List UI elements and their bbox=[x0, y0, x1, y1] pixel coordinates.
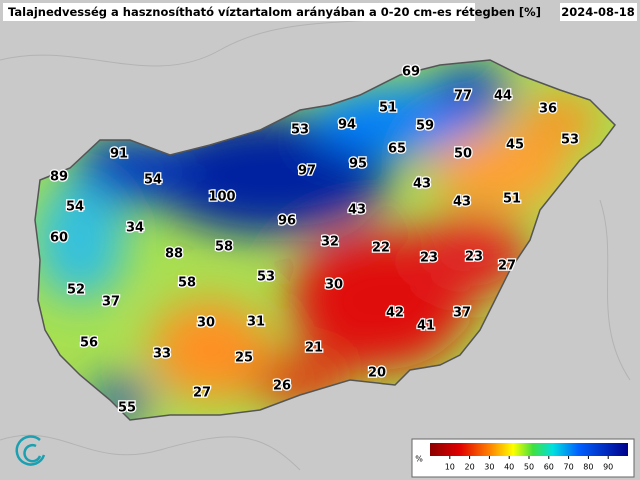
station-value: 27 bbox=[193, 386, 211, 401]
station-value: 54 bbox=[66, 200, 84, 215]
legend-tick-label: 80 bbox=[583, 463, 593, 472]
legend-tick-label: 30 bbox=[484, 463, 494, 472]
station-value: 77 bbox=[454, 89, 472, 104]
station-value: 94 bbox=[338, 118, 356, 133]
legend-tick-label: 90 bbox=[603, 463, 613, 472]
legend-tick-label: 20 bbox=[465, 463, 475, 472]
station-value: 44 bbox=[494, 89, 512, 104]
station-value: 88 bbox=[165, 247, 183, 262]
station-value: 58 bbox=[178, 276, 196, 291]
legend-tick-label: 10 bbox=[445, 463, 455, 472]
station-value: 95 bbox=[349, 157, 367, 172]
station-value: 51 bbox=[503, 192, 521, 207]
station-value: 32 bbox=[321, 235, 339, 250]
station-value: 30 bbox=[197, 316, 215, 331]
station-value: 43 bbox=[413, 177, 431, 192]
station-value: 55 bbox=[118, 401, 136, 416]
station-value: 53 bbox=[561, 133, 579, 148]
station-value: 51 bbox=[379, 101, 397, 116]
date: 2024-08-18 bbox=[561, 5, 635, 19]
station-value: 37 bbox=[453, 306, 471, 321]
station-value: 43 bbox=[348, 203, 366, 218]
station-value: 54 bbox=[144, 173, 162, 188]
legend-tick-label: 40 bbox=[504, 463, 514, 472]
legend-tick-label: 50 bbox=[524, 463, 534, 472]
station-value: 23 bbox=[420, 251, 438, 266]
station-value: 65 bbox=[388, 142, 406, 157]
station-value: 41 bbox=[417, 319, 435, 334]
station-value: 37 bbox=[102, 295, 120, 310]
station-value: 97 bbox=[298, 164, 316, 179]
date-box bbox=[560, 3, 637, 21]
station-value: 53 bbox=[291, 123, 309, 138]
station-value: 96 bbox=[278, 214, 296, 229]
station-value: 43 bbox=[453, 195, 471, 210]
station-value: 69 bbox=[402, 65, 420, 80]
station-value: 50 bbox=[454, 147, 472, 162]
colorbar bbox=[430, 443, 628, 456]
station-value: 52 bbox=[67, 283, 85, 298]
station-value: 91 bbox=[110, 147, 128, 162]
station-value: 21 bbox=[305, 341, 323, 356]
station-value: 34 bbox=[126, 221, 144, 236]
legend-unit: % bbox=[415, 455, 423, 464]
legend-tick-label: 70 bbox=[564, 463, 574, 472]
station-value: 100 bbox=[208, 190, 235, 205]
title: Talajnedvesség a hasznosítható víztartal… bbox=[8, 5, 541, 19]
station-value: 33 bbox=[153, 347, 171, 362]
station-value: 42 bbox=[386, 306, 404, 321]
station-value: 22 bbox=[372, 241, 390, 256]
station-value: 56 bbox=[80, 336, 98, 351]
station-value: 23 bbox=[465, 250, 483, 265]
station-value: 58 bbox=[215, 240, 233, 255]
station-labels: 69 77 44 51 36 53 94 59 53 91 65 50 45 89 97 95 54 43 100 5… bbox=[49, 63, 581, 417]
station-value: 89 bbox=[50, 170, 68, 185]
station-value: 59 bbox=[416, 119, 434, 134]
station-value: 26 bbox=[273, 379, 291, 394]
station-value: 53 bbox=[257, 270, 275, 285]
station-value: 31 bbox=[247, 315, 265, 330]
logo bbox=[15, 435, 46, 466]
station-value: 60 bbox=[50, 231, 68, 246]
station-value: 36 bbox=[539, 102, 557, 117]
station-value: 25 bbox=[235, 351, 253, 366]
station-value: 27 bbox=[498, 259, 516, 274]
title-box bbox=[3, 3, 475, 21]
station-value: 30 bbox=[325, 278, 343, 293]
station-value: 45 bbox=[506, 138, 524, 153]
station-value: 20 bbox=[368, 366, 386, 381]
legend-tick-label: 60 bbox=[544, 463, 554, 472]
